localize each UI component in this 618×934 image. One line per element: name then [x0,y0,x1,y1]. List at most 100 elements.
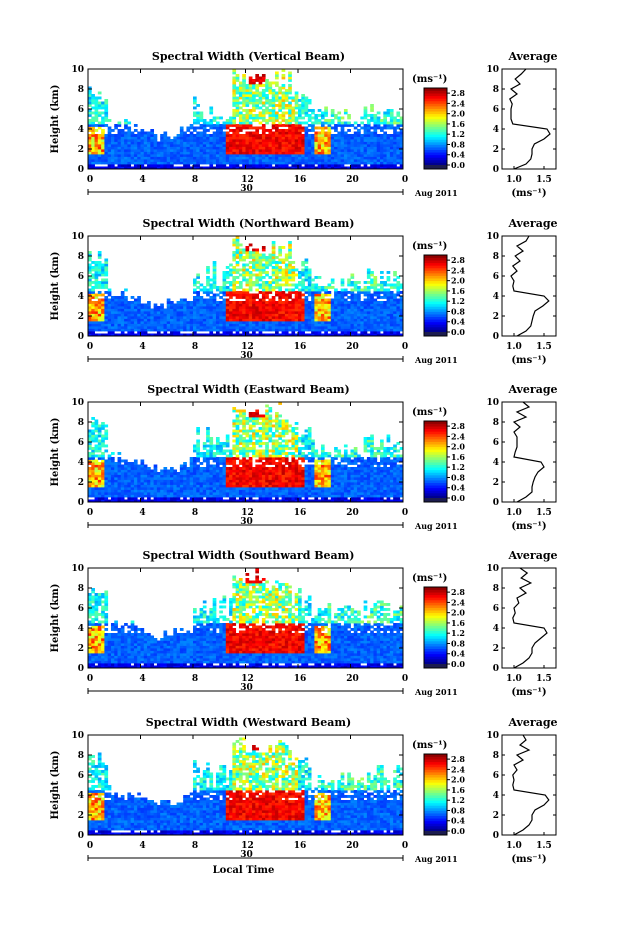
heatmap-cell [91,447,95,450]
heatmap-cell [242,99,246,102]
heatmap-cell [291,289,295,292]
heatmap-cell [265,84,269,87]
heatmap-cell [236,246,240,249]
heatmap-cell [259,79,263,82]
heatmap-cell [242,142,246,145]
heatmap-cell [236,326,240,329]
heatmap-cell [206,465,210,468]
heatmap-cell [104,425,108,428]
heatmap-cell [314,144,318,147]
heatmap-cell [387,134,391,137]
heatmap-cell [95,437,99,440]
heatmap-cell [229,264,233,267]
heatmap-cell [124,304,128,307]
heatmap-cell [196,472,200,475]
heatmap-cell [308,124,312,127]
heatmap-cell [252,97,256,100]
heatmap-cell [301,304,305,307]
heatmap-cell [160,139,164,142]
heatmap-cell [255,154,259,157]
heatmap-cell [288,261,292,264]
heatmap-cell [285,294,289,297]
heatmap-cell [282,74,286,77]
heatmap-cell [301,107,305,110]
heatmap-cell [147,492,151,495]
heatmap-cell [314,296,318,299]
heatmap-cell [239,249,243,252]
heatmap-cell [193,291,197,294]
heatmap-cell [275,286,279,289]
heatmap-cell [268,92,272,95]
heatmap-cell [321,164,325,167]
heatmap-cell [288,87,292,90]
heatmap-cell [242,264,246,267]
heatmap-cell [239,147,243,150]
heatmap-cell [328,326,332,329]
heatmap-cell [183,329,187,332]
heatmap-cell [308,274,312,277]
heatmap-cell [373,149,377,152]
heatmap-cell [282,314,286,317]
heatmap-cell [104,329,108,332]
heatmap-cell [272,119,276,122]
heatmap-cell [242,162,246,165]
heatmap-cell [255,259,259,262]
heatmap-cell [104,124,108,127]
heatmap-cell [246,306,250,309]
heatmap-cell [88,251,92,254]
heatmap-cell [275,84,279,87]
heatmap-cell [186,159,190,162]
heatmap-cell [341,142,345,145]
heatmap-cell [298,122,302,125]
heatmap-cell [314,286,318,289]
heatmap-cell [193,127,197,130]
heatmap-cell [131,154,135,157]
heatmap-cell [318,326,322,329]
heatmap-cell [249,244,253,247]
heatmap-cell [190,462,194,465]
colorbar-segment [424,162,447,165]
heatmap-cell [88,259,92,262]
heatmap-cell [301,269,305,272]
heatmap-cell [295,299,299,302]
heatmap-cell [219,324,223,327]
heatmap-cell [275,132,279,135]
heatmap-cell [239,89,243,92]
heatmap-cell [154,164,158,167]
heatmap-cell [282,87,286,90]
heatmap-cell [357,132,361,135]
heatmap-cell [150,159,154,162]
heatmap-cell [282,119,286,122]
heatmap-cell [278,122,282,125]
heatmap-cell [226,122,230,125]
heatmap-cell [101,457,105,460]
heatmap-cell [380,284,384,287]
heatmap-cell [170,467,174,470]
heatmap-cell [173,159,177,162]
heatmap-cell [180,139,184,142]
heatmap-cell [311,154,315,157]
heatmap-cell [124,326,128,329]
heatmap-cell [134,465,138,468]
heatmap-cell [170,482,174,485]
heatmap-cell [137,139,141,142]
heatmap-cell [337,321,341,324]
heatmap-cell [387,291,391,294]
heatmap-cell [209,296,213,299]
heatmap-cell [268,112,272,115]
heatmap-cell [318,147,322,150]
heatmap-cell [370,137,374,140]
heatmap-cell [314,139,318,142]
heatmap-cell [331,119,335,122]
heatmap-cell [147,144,151,147]
heatmap-cell [108,460,112,463]
heatmap-cell [101,452,105,455]
heatmap-cell [298,321,302,324]
heatmap-cell [377,164,381,167]
heatmap-cell [288,154,292,157]
heatmap-cell [367,306,371,309]
heatmap-cell [357,309,361,312]
heatmap-cell [183,319,187,322]
heatmap-cell [305,279,309,282]
heatmap-cell [95,309,99,312]
